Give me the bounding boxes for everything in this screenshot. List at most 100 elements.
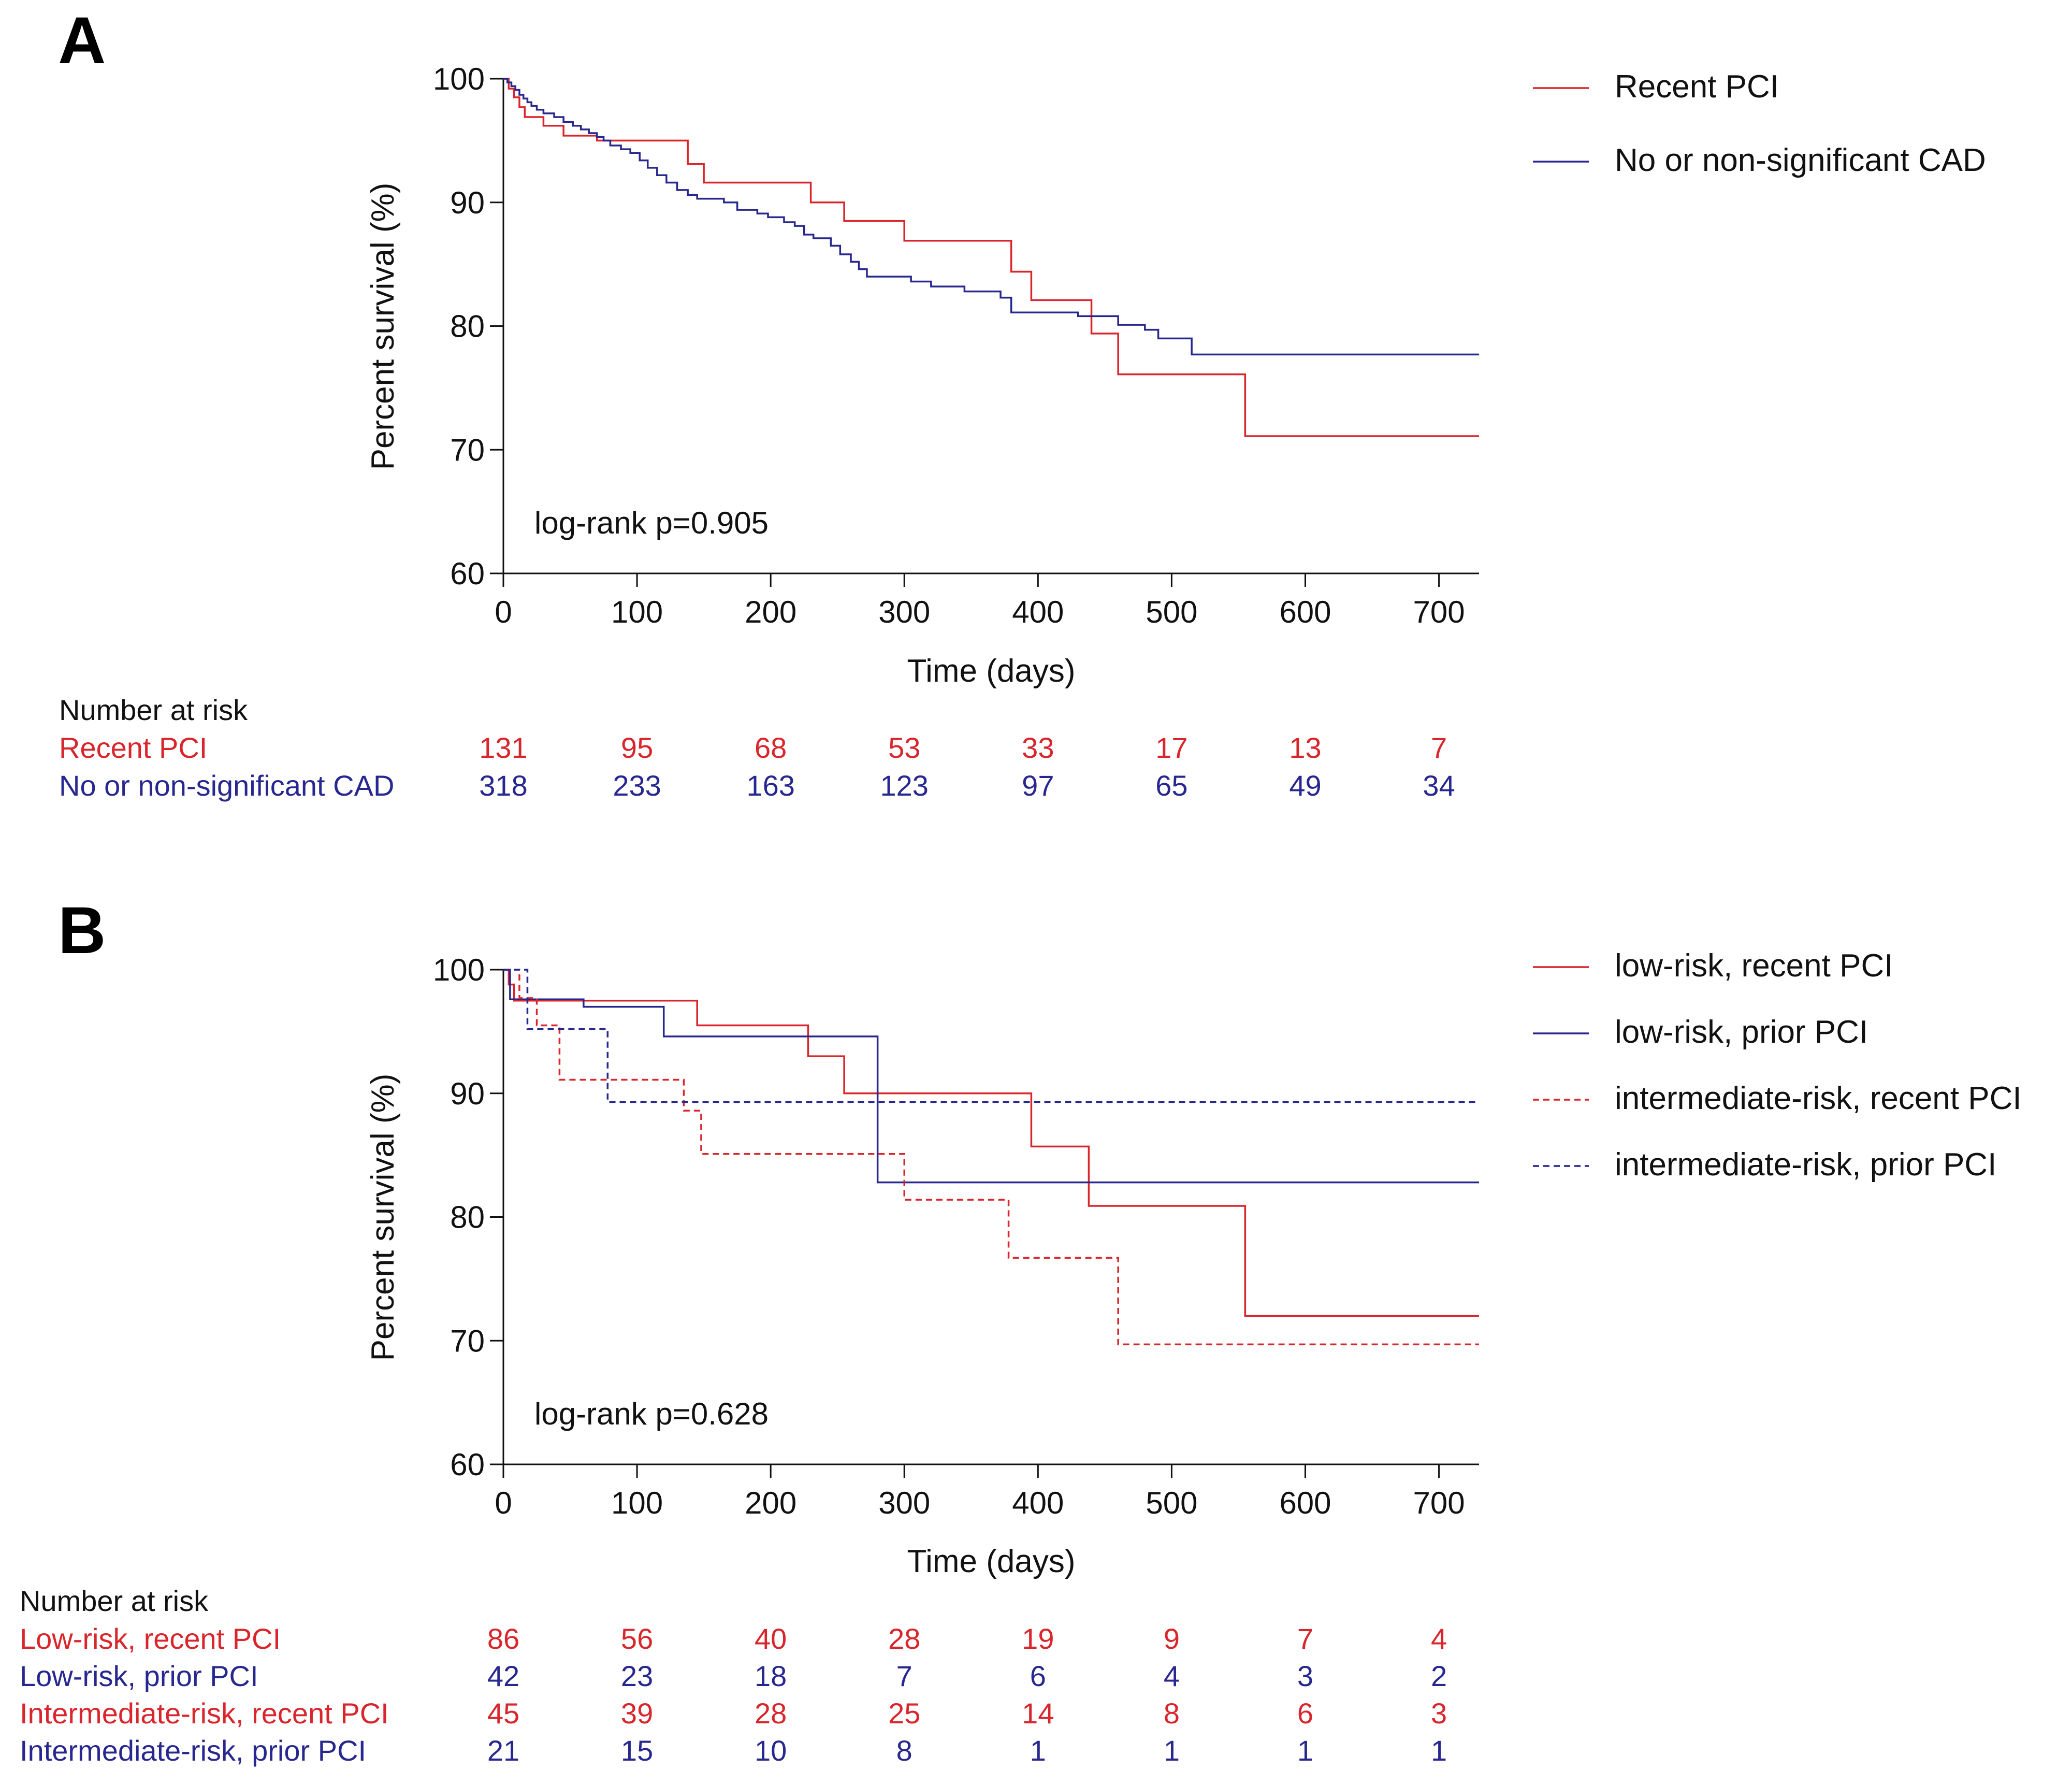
risk-count: 28 [755, 1697, 787, 1730]
risk-count: 97 [1022, 769, 1054, 802]
x-tick-label: 300 [878, 1486, 930, 1520]
risk-count: 95 [621, 731, 653, 764]
risk-count: 8 [896, 1734, 912, 1767]
x-tick-label: 0 [495, 1486, 512, 1520]
y-tick-label: 90 [450, 1076, 485, 1111]
risk-count: 131 [479, 731, 527, 764]
risk-count: 33 [1022, 731, 1054, 764]
risk-count: 18 [755, 1660, 787, 1692]
x-tick-label: 700 [1413, 1486, 1465, 1520]
risk-count: 21 [487, 1734, 519, 1767]
risk-count: 3 [1431, 1697, 1447, 1730]
x-tick-label: 0 [495, 595, 512, 629]
risk-count: 86 [487, 1622, 519, 1655]
x-tick-label: 200 [745, 595, 796, 629]
x-tick-label: 100 [611, 595, 663, 629]
risk-row-label: Low-risk, recent PCI [20, 1622, 281, 1655]
panel-b: B 60 70 80 90 100 0 100 200 300 400 500 600 700 Time (… [20, 894, 2022, 1767]
risk-count: 1 [1431, 1734, 1447, 1767]
risk-count: 7 [896, 1660, 912, 1692]
x-tick-label: 700 [1413, 595, 1465, 629]
y-axis-title: Percent survival (%) [365, 1074, 401, 1361]
risk-count: 1 [1297, 1734, 1313, 1767]
log-rank-annotation: log-rank p=0.628 [534, 1397, 769, 1431]
x-tick-label: 400 [1012, 595, 1064, 629]
y-tick-label: 80 [450, 1200, 485, 1235]
x-tick-label: 500 [1146, 1486, 1197, 1520]
risk-count: 28 [888, 1622, 920, 1655]
risk-count: 318 [479, 769, 527, 802]
risk-count: 9 [1164, 1622, 1180, 1655]
legend-label-1: No or non-significant CAD [1615, 142, 1986, 178]
survival-curve-2 [503, 969, 1479, 1346]
risk-row-label: Low-risk, prior PCI [20, 1660, 258, 1692]
legend-label-0: Recent PCI [1615, 69, 1779, 105]
x-tick-label: 400 [1012, 1486, 1064, 1520]
risk-count: 7 [1297, 1622, 1313, 1655]
survival-curve-1 [503, 78, 1479, 356]
risk-count: 2 [1431, 1660, 1447, 1692]
risk-row-label: Intermediate-risk, prior PCI [20, 1734, 366, 1767]
y-tick-label: 80 [450, 309, 485, 344]
risk-count: 34 [1423, 769, 1455, 802]
risk-count: 40 [755, 1622, 787, 1655]
survival-curve-1 [503, 969, 1479, 1184]
risk-count: 23 [621, 1660, 653, 1692]
risk-row-label: Recent PCI [59, 731, 207, 764]
y-axis-title: Percent survival (%) [365, 183, 401, 470]
risk-count: 68 [755, 731, 787, 764]
survival-curve-0 [503, 78, 1479, 437]
risk-count: 19 [1022, 1622, 1054, 1655]
panel-letter: A [58, 4, 106, 78]
risk-count: 39 [621, 1697, 653, 1730]
y-tick-label: 60 [450, 556, 485, 591]
risk-count: 6 [1030, 1660, 1046, 1692]
risk-count: 4 [1164, 1660, 1180, 1692]
risk-count: 10 [755, 1734, 787, 1767]
x-tick-label: 600 [1279, 595, 1331, 629]
y-tick-label: 70 [450, 1323, 485, 1358]
risk-count: 53 [888, 731, 920, 764]
legend-label-3: intermediate-risk, prior PCI [1615, 1147, 1996, 1183]
risk-count: 3 [1297, 1660, 1313, 1692]
risk-row-label: No or non-significant CAD [59, 769, 394, 802]
x-axis-title: Time (days) [907, 1544, 1076, 1579]
x-axis-title: Time (days) [907, 653, 1076, 689]
risk-count: 49 [1289, 769, 1321, 802]
y-tick-label: 70 [450, 433, 485, 467]
x-tick-label: 100 [611, 1486, 663, 1520]
risk-count: 45 [487, 1697, 519, 1730]
risk-count: 1 [1164, 1734, 1180, 1767]
legend-label-0: low-risk, recent PCI [1615, 948, 1893, 984]
panel-a: A 60 70 80 90 100 0 100 200 300 400 500 600 700 Time (… [58, 4, 1986, 802]
legend-label-2: intermediate-risk, recent PCI [1615, 1081, 2022, 1116]
risk-count: 15 [621, 1734, 653, 1767]
x-tick-label: 600 [1279, 1486, 1331, 1520]
y-tick-label: 100 [433, 62, 485, 96]
risk-table-header: Number at risk [20, 1585, 209, 1617]
x-tick-label: 500 [1146, 595, 1197, 629]
risk-count: 25 [888, 1697, 920, 1730]
panel-letter: B [58, 894, 106, 968]
risk-count: 6 [1297, 1697, 1313, 1730]
risk-count: 4 [1431, 1622, 1447, 1655]
survival-curve-0 [503, 969, 1479, 1317]
risk-count: 7 [1431, 731, 1447, 764]
survival-curve-3 [503, 969, 1479, 1103]
risk-count: 1 [1030, 1734, 1046, 1767]
risk-count: 163 [746, 769, 794, 802]
risk-table-header: Number at risk [59, 694, 248, 726]
x-tick-label: 300 [878, 595, 930, 629]
x-tick-label: 200 [745, 1486, 796, 1520]
risk-count: 17 [1155, 731, 1187, 764]
risk-count: 13 [1289, 731, 1321, 764]
y-tick-label: 100 [433, 953, 485, 987]
log-rank-annotation: log-rank p=0.905 [534, 506, 769, 540]
risk-count: 233 [613, 769, 661, 802]
legend-label-1: low-risk, prior PCI [1615, 1014, 1868, 1050]
y-tick-label: 90 [450, 185, 485, 220]
risk-count: 8 [1164, 1697, 1180, 1730]
risk-count: 65 [1155, 769, 1187, 802]
risk-count: 42 [487, 1660, 519, 1692]
